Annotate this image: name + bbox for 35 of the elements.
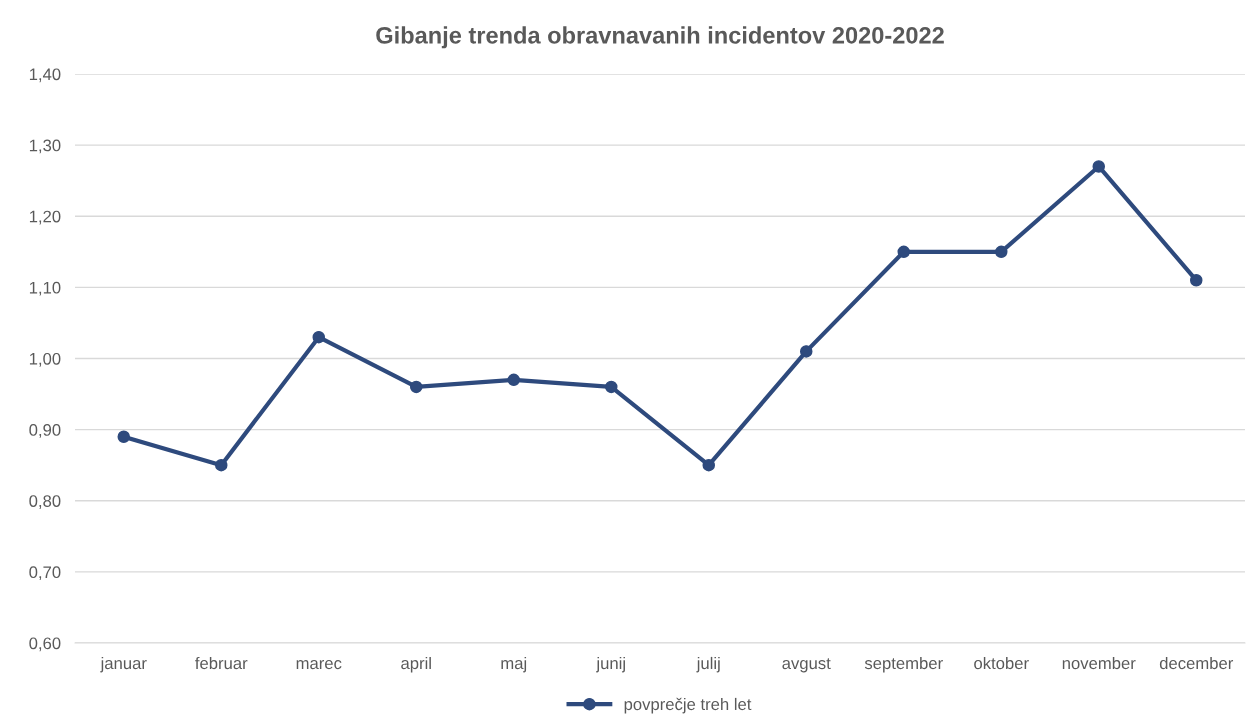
y-tick-label: 0,70 — [29, 566, 61, 581]
chart-title: Gibanje trenda obravnavanih incidentov 2020-2022 — [376, 26, 944, 49]
x-tick-label: september — [864, 656, 943, 673]
point — [507, 373, 521, 387]
point — [799, 345, 813, 358]
x-tick-label: julij — [696, 656, 720, 673]
y-tick-label: 0,80 — [29, 495, 61, 509]
x-tick-label: maj — [501, 656, 527, 673]
y-tick-label: 0,60 — [29, 637, 61, 652]
x-tick-label: januar — [100, 656, 147, 673]
y-tick-label: 1,00 — [29, 352, 61, 367]
point — [117, 430, 131, 443]
point — [1189, 274, 1203, 287]
x-tick-label: avgust — [782, 658, 831, 673]
x-tick-label: november — [1062, 656, 1136, 670]
point — [604, 380, 618, 394]
y-tick-label: 1,10 — [29, 281, 61, 296]
x-tick-label: oktober — [974, 656, 1029, 670]
y-tick-label: 1,40 — [29, 68, 61, 83]
y-tick-label: 1,20 — [29, 210, 61, 225]
y-tick-label: 0,90 — [29, 424, 61, 438]
x-tick-label: februar — [195, 656, 248, 670]
legend-label: povprečje treh let — [624, 697, 752, 714]
x-tick-label: marec — [296, 660, 342, 670]
point — [897, 245, 911, 259]
x-tick-label: april — [401, 656, 431, 673]
point — [702, 458, 716, 472]
point — [409, 380, 423, 394]
point — [1092, 160, 1106, 173]
point — [214, 458, 228, 472]
point — [312, 330, 326, 344]
x-tick-label: december — [1159, 656, 1234, 670]
y-tick-label: 1,30 — [29, 139, 61, 154]
x-tick-label: junij — [596, 656, 625, 673]
point — [994, 245, 1008, 259]
